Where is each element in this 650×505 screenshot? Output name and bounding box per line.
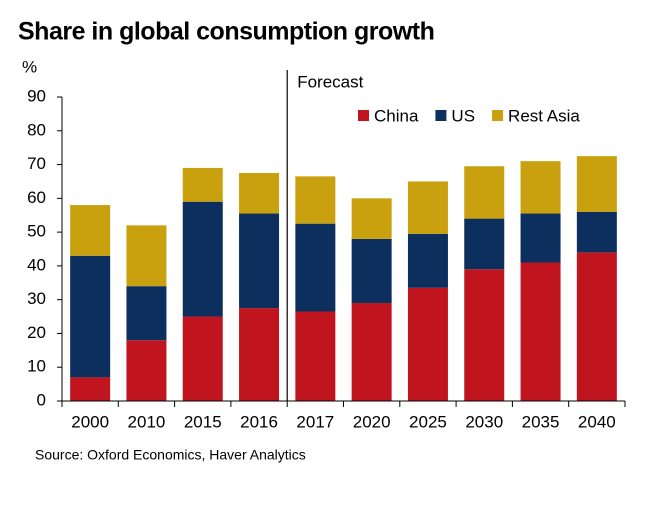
legend-swatch — [435, 110, 447, 121]
legend-swatch — [358, 110, 369, 121]
y-tick-label: 90 — [27, 86, 46, 105]
x-tick-label: 2010 — [128, 412, 166, 431]
y-tick-label: 30 — [27, 289, 46, 308]
bar-segment — [295, 311, 336, 401]
x-tick-label: 2035 — [522, 412, 560, 431]
bar-segment — [351, 303, 392, 401]
bar-segment — [576, 211, 617, 253]
x-tick-label: 2030 — [465, 412, 503, 431]
x-tick-label: 2000 — [71, 412, 109, 431]
y-axis-label: % — [22, 57, 37, 76]
bar-segment — [182, 316, 223, 401]
bar-segment — [70, 205, 111, 256]
bar-segment — [520, 262, 561, 401]
bar-segment — [295, 176, 336, 224]
bar-segment — [520, 161, 561, 214]
bar-segment — [239, 308, 280, 401]
bar-segment — [239, 213, 280, 309]
bar-segment — [351, 198, 392, 239]
bar-segment — [126, 225, 167, 287]
bar-segment — [407, 233, 448, 288]
bar-segment — [576, 252, 617, 401]
y-tick-label: 60 — [27, 188, 46, 207]
legend-swatch — [492, 110, 504, 121]
legend-label: US — [451, 106, 475, 125]
bar-segment — [182, 201, 223, 317]
bar-segment — [520, 213, 561, 263]
bar-segment — [70, 377, 111, 401]
bar-segment — [70, 255, 111, 378]
y-tick-label: 40 — [27, 255, 46, 274]
bar-segment — [182, 167, 223, 202]
y-tick-label: 70 — [27, 154, 46, 173]
bar-segment — [407, 287, 448, 401]
bar-segment — [464, 269, 505, 401]
x-tick-label: 2040 — [578, 412, 616, 431]
x-tick-label: 2016 — [240, 412, 278, 431]
legend-label: China — [374, 106, 419, 125]
y-tick-label: 20 — [27, 323, 46, 342]
y-tick-label: 80 — [27, 120, 46, 139]
bar-segment — [239, 173, 280, 214]
bar-segment — [407, 181, 448, 234]
x-tick-label: 2015 — [184, 412, 222, 431]
x-tick-label: 2020 — [353, 412, 391, 431]
bar-segment — [126, 286, 167, 341]
y-tick-label: 50 — [27, 222, 46, 241]
chart-title: Share in global consumption growth — [18, 18, 434, 46]
bar-segment — [126, 340, 167, 401]
forecast-label: Forecast — [297, 72, 363, 91]
bar-segment — [351, 238, 392, 304]
source: Source: Oxford Economics, Haver Analytic… — [35, 447, 306, 463]
bar-segment — [464, 166, 505, 219]
bar-segment — [295, 223, 336, 312]
y-tick-label: 10 — [27, 357, 46, 376]
bar-segment — [464, 218, 505, 270]
bar-segment — [576, 156, 617, 212]
x-tick-label: 2017 — [296, 412, 334, 431]
y-tick-label: 0 — [37, 390, 46, 409]
legend-label: Rest Asia — [508, 106, 580, 125]
x-tick-label: 2025 — [409, 412, 447, 431]
